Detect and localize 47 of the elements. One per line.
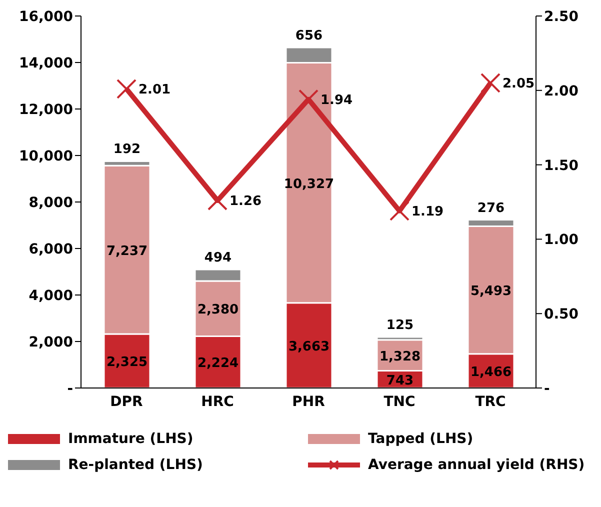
y-tick-label: 4,000: [28, 288, 74, 304]
y2-tick-label: 1.00: [544, 232, 579, 248]
legend-label: Immature (LHS): [68, 431, 194, 447]
data-label: 192: [113, 142, 141, 158]
point: [480, 72, 500, 93]
data-label: 2,325: [106, 354, 148, 370]
legend-label: Tapped (LHS): [368, 431, 474, 447]
data-label: 743: [386, 373, 414, 388]
y2-tick-label: 2.50: [544, 8, 579, 25]
y2-tick-label: 0.50: [544, 306, 579, 323]
data-label: 1,466: [470, 364, 512, 380]
data-label: 5,493: [470, 284, 512, 300]
data-label: 10,327: [284, 176, 334, 192]
y-tick-label: 14,000: [18, 55, 74, 72]
point: [116, 78, 136, 99]
y-tick-label: 2,000: [28, 334, 74, 350]
x-tick-label: PHR: [292, 394, 326, 410]
y-tick-label: -: [67, 380, 74, 397]
legend-label: Average annual yield (RHS): [368, 457, 585, 473]
data-label: 1.94: [320, 92, 353, 108]
data-label: 2.01: [138, 82, 171, 98]
x-tick-label: DPR: [110, 394, 144, 410]
data-label: 2,380: [197, 302, 239, 318]
point: [390, 200, 410, 221]
x-tick-label: TRC: [475, 394, 506, 410]
x-tick-label: HRC: [201, 394, 234, 410]
data-label: 1.19: [412, 204, 444, 220]
data-label: 2.05: [502, 76, 535, 92]
data-label: 3,663: [288, 339, 330, 354]
x-tick-label: TNC: [384, 394, 416, 410]
y-tick-label: 16,000: [18, 8, 74, 25]
y2-tick-label: 2.00: [544, 83, 579, 100]
y2-tick-label: 1.50: [544, 158, 579, 174]
legend-label: Re-planted (LHS): [68, 457, 203, 473]
data-label: 7,237: [106, 244, 148, 259]
data-label: 1,328: [379, 349, 421, 364]
data-label: 2,224: [197, 356, 239, 372]
data-label: 656: [295, 28, 323, 44]
data-label: 125: [386, 318, 414, 333]
y2-tick-label: -: [544, 380, 550, 397]
data-label: 494: [204, 250, 232, 266]
y-tick-label: 6,000: [28, 241, 74, 258]
y-tick-label: 12,000: [18, 102, 74, 118]
y-tick-label: 8,000: [28, 194, 74, 211]
data-label: 1.26: [230, 194, 262, 210]
data-label: 276: [477, 200, 505, 216]
y-tick-label: 10,000: [18, 148, 74, 164]
